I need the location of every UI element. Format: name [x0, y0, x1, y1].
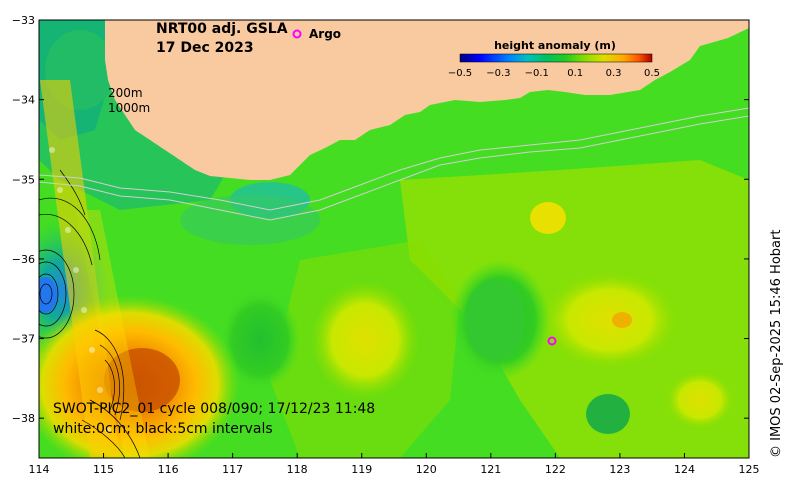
colorbar-tick-label: 0.5 — [644, 68, 660, 79]
colorbar-tick-label: −0.1 — [525, 68, 549, 79]
x-tick-label: 124 — [674, 463, 695, 476]
y-tick-label: −38 — [12, 412, 35, 425]
swot-dots — [49, 147, 111, 433]
depth-200-label: 200m — [108, 86, 143, 100]
x-tick-label: 115 — [93, 463, 114, 476]
x-tick-label: 118 — [287, 463, 308, 476]
argo-float-marker — [547, 336, 557, 346]
x-tick-label: 121 — [480, 463, 501, 476]
bathymetry-contours — [39, 107, 749, 221]
colorbar-tick-label: −0.3 — [486, 68, 510, 79]
depth-1000-label: 1000m — [108, 101, 150, 115]
colorbar-tick-label: −0.5 — [448, 68, 472, 79]
x-tick-label: 123 — [609, 463, 630, 476]
product-title: NRT00 adj. GSLA — [156, 21, 288, 37]
x-tick-label: 114 — [29, 463, 50, 476]
imos-credit: © IMOS 02-Sep-2025 15:46 Hobart — [769, 230, 784, 458]
x-tick-label: 125 — [739, 463, 760, 476]
x-axis: 114 115 116 117 118 119 120 121 122 123 124 125 — [29, 453, 760, 476]
y-tick-label: −33 — [12, 14, 35, 27]
swot-caption-line2: white:0cm; black:5cm intervals — [53, 421, 273, 437]
y-tick-label: −34 — [12, 94, 35, 107]
y-tick-label: −36 — [12, 253, 35, 266]
swot-swath — [40, 80, 150, 458]
x-tick-label: 122 — [545, 463, 566, 476]
date-title: 17 Dec 2023 — [156, 40, 254, 56]
colorbar: height anomaly (m) −0.5 −0.3 −0.1 0.1 0.3 0.5 — [448, 39, 660, 79]
y-axis: −33 −34 −35 −36 −37 −38 — [12, 14, 749, 425]
y-tick-label: −35 — [12, 173, 35, 186]
x-tick-label: 117 — [222, 463, 243, 476]
x-tick-label: 119 — [351, 463, 372, 476]
colorbar-gradient — [459, 53, 653, 63]
x-tick-label: 120 — [416, 463, 437, 476]
swot-caption-line1: SWOT-PIC2_01 cycle 008/090; 17/12/23 11:… — [53, 401, 375, 417]
swot-contours — [39, 169, 141, 458]
colorbar-tick-label: 0.3 — [606, 68, 622, 79]
y-tick-label: −37 — [12, 333, 35, 346]
x-tick-label: 116 — [158, 463, 179, 476]
colorbar-title: height anomaly (m) — [494, 39, 616, 52]
plot-frame — [38, 19, 750, 459]
colorbar-tick-label: 0.1 — [567, 68, 583, 79]
argo-legend-icon — [292, 29, 302, 39]
argo-legend-label: Argo — [309, 27, 341, 41]
